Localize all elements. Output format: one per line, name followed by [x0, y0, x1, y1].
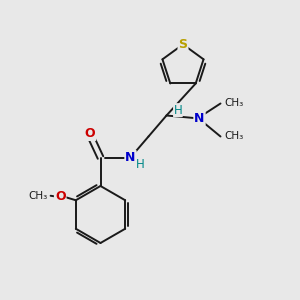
Text: S: S: [178, 38, 188, 51]
Text: H: H: [136, 158, 145, 171]
Text: H: H: [173, 103, 182, 117]
Text: CH₃: CH₃: [28, 191, 48, 201]
Text: N: N: [125, 151, 136, 164]
Text: O: O: [85, 127, 95, 140]
Text: CH₃: CH₃: [224, 98, 243, 108]
Text: CH₃: CH₃: [224, 131, 243, 141]
Text: O: O: [55, 190, 65, 203]
Text: N: N: [194, 112, 205, 125]
